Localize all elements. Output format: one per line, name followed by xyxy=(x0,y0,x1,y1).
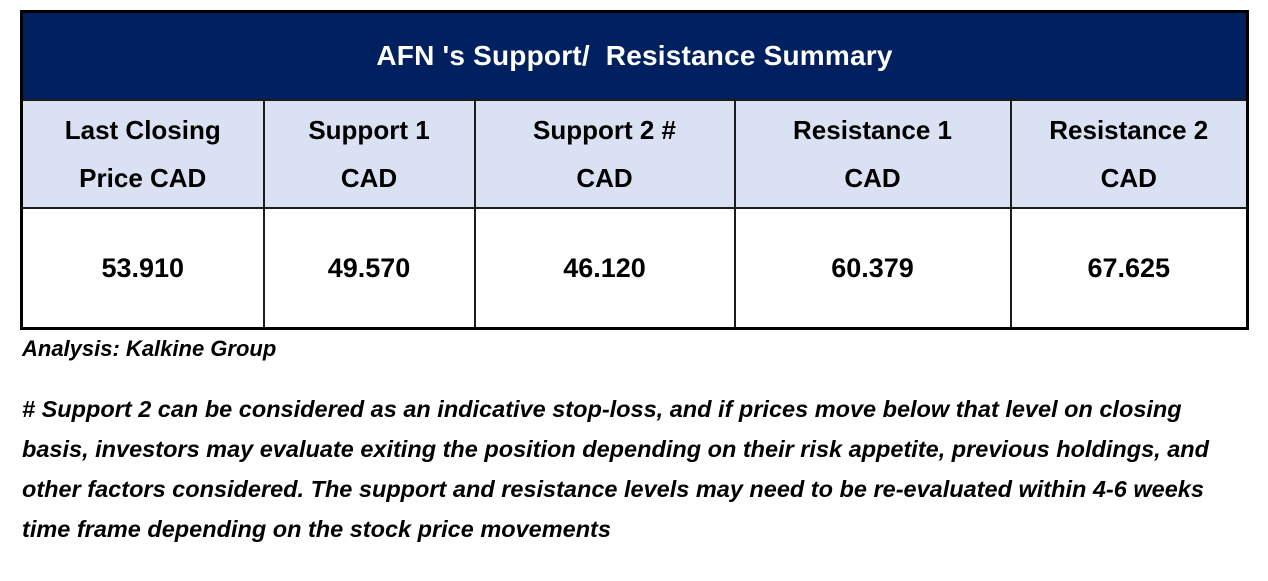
value-support-2: 46.120 xyxy=(473,207,736,330)
col-header-line1: Support 2 # xyxy=(532,115,676,145)
col-header-support-1: Support 1 CAD xyxy=(262,99,476,209)
col-header-line1: Last Closing xyxy=(64,115,221,145)
table-values-row: 53.910 49.570 46.120 60.379 67.625 xyxy=(20,207,1249,330)
analysis-source-caption: Analysis: Kalkine Group xyxy=(22,336,277,361)
col-header-resistance-2: Resistance 2 CAD xyxy=(1009,99,1249,209)
table-title-row: AFN 's Support/ Resistance Summary xyxy=(20,10,1249,101)
col-header-line1: Resistance 2 xyxy=(1049,115,1209,145)
support-stop-loss-note: # Support 2 can be considered as an indi… xyxy=(22,396,1209,542)
col-header-line2: Price CAD xyxy=(79,163,207,193)
col-header-line2: CAD xyxy=(844,163,901,193)
support-resistance-table: AFN 's Support/ Resistance Summary Last … xyxy=(20,10,1250,330)
col-header-line1: Resistance 1 xyxy=(793,115,952,145)
col-header-support-2: Support 2 # CAD xyxy=(473,99,736,209)
col-header-line2: CAD xyxy=(340,163,398,193)
value-resistance-1: 60.379 xyxy=(733,207,1012,330)
value-last-closing-price: 53.910 xyxy=(20,207,265,330)
value-support-1: 49.570 xyxy=(262,207,476,330)
value-resistance-2: 67.625 xyxy=(1009,207,1249,330)
col-header-last-closing-price: Last Closing Price CAD xyxy=(20,99,265,209)
table-header-row: Last Closing Price CAD Support 1 CAD Sup… xyxy=(20,99,1249,209)
col-header-line2: CAD xyxy=(576,163,633,193)
col-header-line2: CAD xyxy=(1100,163,1157,193)
col-header-resistance-1: Resistance 1 CAD xyxy=(733,99,1012,209)
table-title: AFN 's Support/ Resistance Summary xyxy=(20,10,1249,101)
col-header-line1: Support 1 xyxy=(308,115,430,145)
